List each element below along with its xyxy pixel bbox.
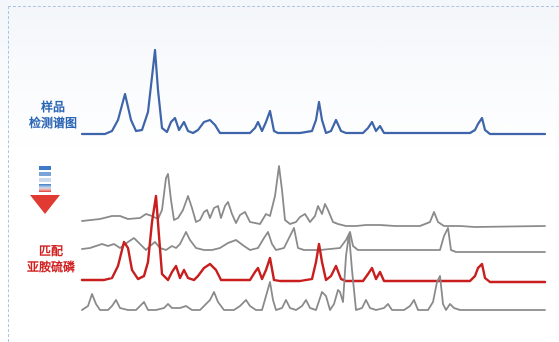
reference-spectrum-trace-1 xyxy=(81,165,546,228)
sample-label-line2: 检测谱图 xyxy=(28,116,77,130)
matched-compound-trace xyxy=(80,194,547,284)
sample-spectrum-trace xyxy=(80,48,547,136)
frame-dashed-left xyxy=(8,6,9,342)
frame-dashed-top xyxy=(8,6,559,7)
sample-label-line1: 样品 xyxy=(40,100,65,114)
sample-spectrum-label: 样品 检测谱图 xyxy=(18,99,88,131)
match-label-line1: 匹配 xyxy=(38,244,63,258)
down-arrow-icon xyxy=(30,166,60,214)
reference-spectrum-trace-2 xyxy=(81,227,546,253)
match-label-line2: 亚胺硫磷 xyxy=(26,260,75,274)
match-compound-label: 匹配 亚胺硫磷 xyxy=(16,243,86,275)
reference-spectrum-trace-3 xyxy=(81,233,546,311)
